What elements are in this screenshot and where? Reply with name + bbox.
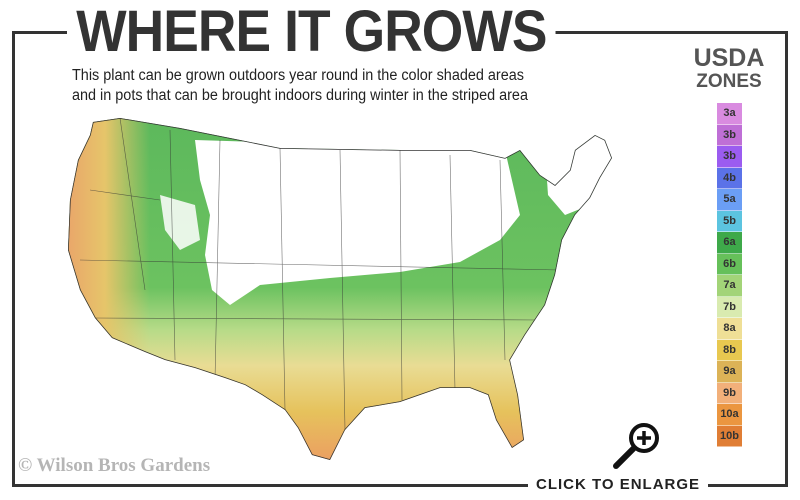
legend-zone-7b: 7b [717,296,742,318]
legend-zone-3a: 3a [717,103,742,125]
subtitle-line-2: and in pots that can be brought indoors … [72,87,528,104]
us-zone-map[interactable] [50,110,620,465]
legend-zone-3b: 3b [717,124,742,146]
legend-title-line-2: ZONES [696,71,762,92]
usda-zone-legend: 3a 3b 3b 4b 5a 5b 6a 6b 7a 7b 8a 8b 9a 9b 10a 10b [717,103,742,447]
zoom-in-icon[interactable] [610,420,662,472]
legend-zone-4b: 4b [717,167,742,189]
legend-zone-9b: 9b [717,382,742,404]
legend-zone-10b: 10b [717,425,742,447]
legend-zone-6a: 6a [717,232,742,254]
us-outline [68,118,612,460]
map-fill [68,118,612,460]
subtitle-line-1: This plant can be grown outdoors year ro… [72,67,524,84]
legend-zone-5b: 5b [717,210,742,232]
legend-zone-5a: 5a [717,189,742,211]
legend-zone-7a: 7a [717,275,742,297]
legend-zone-10a: 10a [717,404,742,426]
legend-zone-3b: 3b [717,146,742,168]
legend-zone-8b: 8b [717,339,742,361]
legend-title-line-1: USDA [693,44,765,72]
legend-zone-8a: 8a [717,318,742,340]
legend-title: USDA ZONES [684,45,774,93]
legend-zone-6b: 6b [717,253,742,275]
click-to-enlarge-link[interactable]: CLICK TO ENLARGE [528,476,709,493]
legend-zone-9a: 9a [717,361,742,383]
copyright-watermark: © Wilson Bros Gardens [18,455,211,476]
frame: WHERE IT GROWS [12,3,788,487]
page-title: WHERE IT GROWS [67,3,556,61]
subtitle: This plant can be grown outdoors year ro… [72,66,528,106]
